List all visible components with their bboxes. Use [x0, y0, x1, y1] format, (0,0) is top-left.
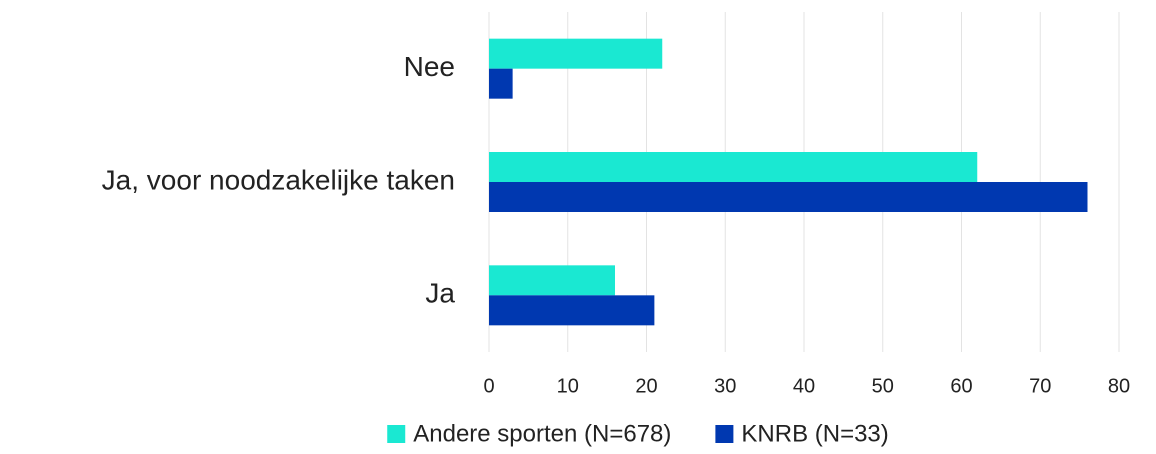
x-tick-label: 70: [1029, 375, 1051, 397]
bar: [489, 182, 1088, 212]
x-tick-label: 20: [635, 375, 657, 397]
x-tick-label: 10: [557, 375, 579, 397]
category-label: Ja: [425, 278, 455, 309]
legend-label: KNRB (N=33): [741, 420, 888, 447]
legend-swatch: [715, 425, 734, 443]
category-label: Ja, voor noodzakelijke taken: [102, 164, 455, 195]
x-tick-label: 0: [483, 375, 494, 397]
x-tick-label: 40: [793, 375, 815, 397]
bar: [489, 265, 615, 296]
bar: [489, 38, 663, 69]
bar: [489, 295, 655, 326]
x-tick-label: 50: [872, 375, 894, 397]
x-tick-label: 30: [714, 375, 736, 397]
category-label: Nee: [404, 51, 455, 82]
x-tick-label: 80: [1108, 375, 1130, 397]
bar: [489, 152, 978, 182]
legend-label: Andere sporten (N=678): [413, 420, 671, 447]
legend-swatch: [387, 425, 406, 443]
bar: [489, 68, 513, 99]
x-tick-label: 60: [950, 375, 972, 397]
